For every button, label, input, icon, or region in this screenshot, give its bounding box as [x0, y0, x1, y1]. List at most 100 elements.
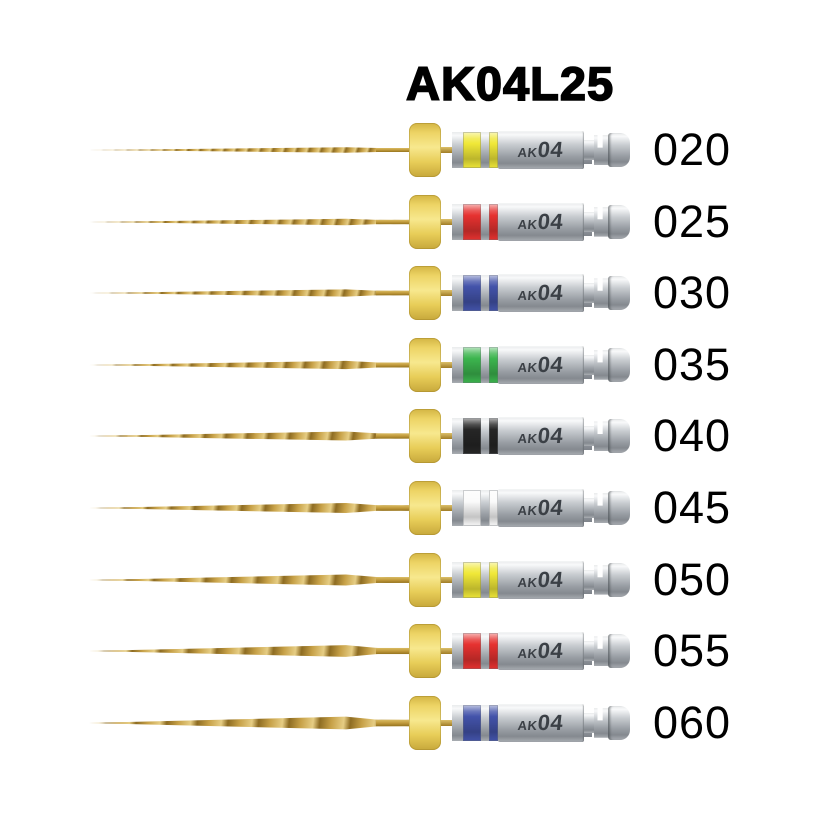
handle-code: AK 04 — [517, 495, 565, 520]
size-label: 020 — [653, 124, 732, 175]
latch-neck — [584, 354, 594, 375]
stopper-collar — [409, 552, 441, 607]
size-color-band-thin — [489, 275, 498, 312]
size-color-band-thin — [489, 490, 498, 526]
file-shaft — [438, 505, 454, 511]
handle-code: AK 04 — [517, 280, 565, 306]
latch-cap — [608, 204, 630, 239]
handle-code-small: AK — [517, 646, 539, 662]
file-row: AK 04 050 — [0, 548, 827, 612]
file-shaft — [438, 290, 454, 297]
file-spiral-image — [88, 567, 412, 593]
file-row: AK 04 025 — [0, 190, 827, 254]
band-gap — [481, 203, 489, 240]
band-gap — [481, 704, 489, 741]
size-color-band-wide — [463, 561, 481, 598]
latch-neck — [584, 426, 594, 447]
latch-notch-section — [594, 206, 608, 237]
band-gap — [481, 132, 489, 168]
stopper-collar — [409, 409, 441, 464]
latch-notch-section — [594, 278, 608, 309]
handle-code-small: AK — [517, 717, 539, 733]
latch-cap — [608, 634, 630, 669]
size-color-band-thin — [489, 561, 498, 598]
stopper-collar — [409, 123, 441, 177]
handle-body: AK 04 — [498, 417, 584, 456]
latch-neck — [584, 283, 594, 304]
file-shaft — [438, 719, 454, 726]
latch-notch-section — [594, 135, 608, 165]
latch-cap — [608, 347, 630, 382]
file-shaft — [438, 361, 454, 368]
latch-neck — [584, 140, 594, 160]
file-spiral-image — [88, 423, 412, 449]
handle-body: AK 04 — [498, 489, 584, 527]
latch-neck — [584, 498, 594, 518]
band-gap — [481, 275, 489, 312]
size-color-band-thin — [489, 203, 498, 240]
handle-body: AK 04 — [498, 345, 584, 384]
size-color-band-wide — [463, 132, 481, 168]
handle-code-large: 04 — [536, 495, 565, 520]
size-color-band-thin — [489, 418, 498, 455]
file-spiral-image — [88, 209, 412, 235]
handle-code: AK 04 — [517, 423, 565, 448]
file-row: AK 04 040 — [0, 404, 827, 468]
file-shaft — [438, 576, 454, 583]
file-shaft — [438, 147, 454, 153]
handle-code: AK 04 — [517, 137, 565, 162]
handle-body: AK 04 — [498, 131, 584, 169]
size-color-band-wide — [463, 704, 481, 741]
latch-notch-section — [594, 493, 608, 523]
file-shaft — [438, 218, 454, 225]
size-label: 025 — [653, 195, 732, 247]
file-shaft — [438, 648, 454, 655]
file-row: AK 04 030 — [0, 261, 827, 325]
handle-ring — [452, 275, 463, 312]
file-spiral-image — [88, 638, 412, 664]
size-label: 040 — [653, 410, 732, 462]
handle-code-large: 04 — [536, 566, 565, 592]
latch-notch-section — [594, 564, 608, 595]
handle-code-large: 04 — [536, 280, 565, 306]
handle-ring — [452, 633, 463, 670]
latch-neck — [584, 641, 594, 662]
handle-code: AK 04 — [517, 638, 565, 664]
size-label: 060 — [653, 696, 732, 748]
file-spiral-image — [88, 495, 412, 521]
latch-cap — [608, 276, 630, 311]
size-color-band-thin — [489, 346, 498, 383]
handle-ring — [452, 418, 463, 455]
latch-cap — [608, 133, 630, 167]
handle-ring — [452, 203, 463, 240]
size-label: 030 — [653, 267, 732, 319]
file-spiral-image — [88, 352, 412, 378]
latch-neck — [584, 211, 594, 232]
latch-cap — [608, 419, 630, 454]
handle-code-large: 04 — [536, 208, 565, 234]
size-label: 050 — [653, 553, 732, 605]
size-color-band-wide — [463, 203, 481, 240]
handle-code-small: AK — [517, 359, 539, 375]
band-gap — [481, 346, 489, 383]
size-color-band-wide — [463, 490, 481, 526]
stopper-collar — [409, 695, 441, 750]
handle-ring — [452, 132, 463, 168]
latch-cap — [608, 705, 630, 740]
handle-code-small: AK — [517, 574, 539, 590]
handle-code: AK 04 — [517, 709, 565, 735]
size-label: 055 — [653, 625, 732, 677]
handle-body: AK 04 — [498, 703, 584, 742]
handle-ring — [452, 704, 463, 741]
product-title: AK04L25 — [405, 56, 615, 111]
file-row: AK 04 060 — [0, 691, 827, 755]
handle-code-large: 04 — [536, 638, 565, 664]
handle-code-large: 04 — [536, 137, 565, 162]
handle-code-large: 04 — [536, 709, 565, 735]
size-color-band-thin — [489, 704, 498, 741]
size-color-band-wide — [463, 633, 481, 670]
latch-notch-section — [594, 636, 608, 667]
handle-code-small: AK — [517, 503, 539, 518]
size-color-band-thin — [489, 132, 498, 168]
